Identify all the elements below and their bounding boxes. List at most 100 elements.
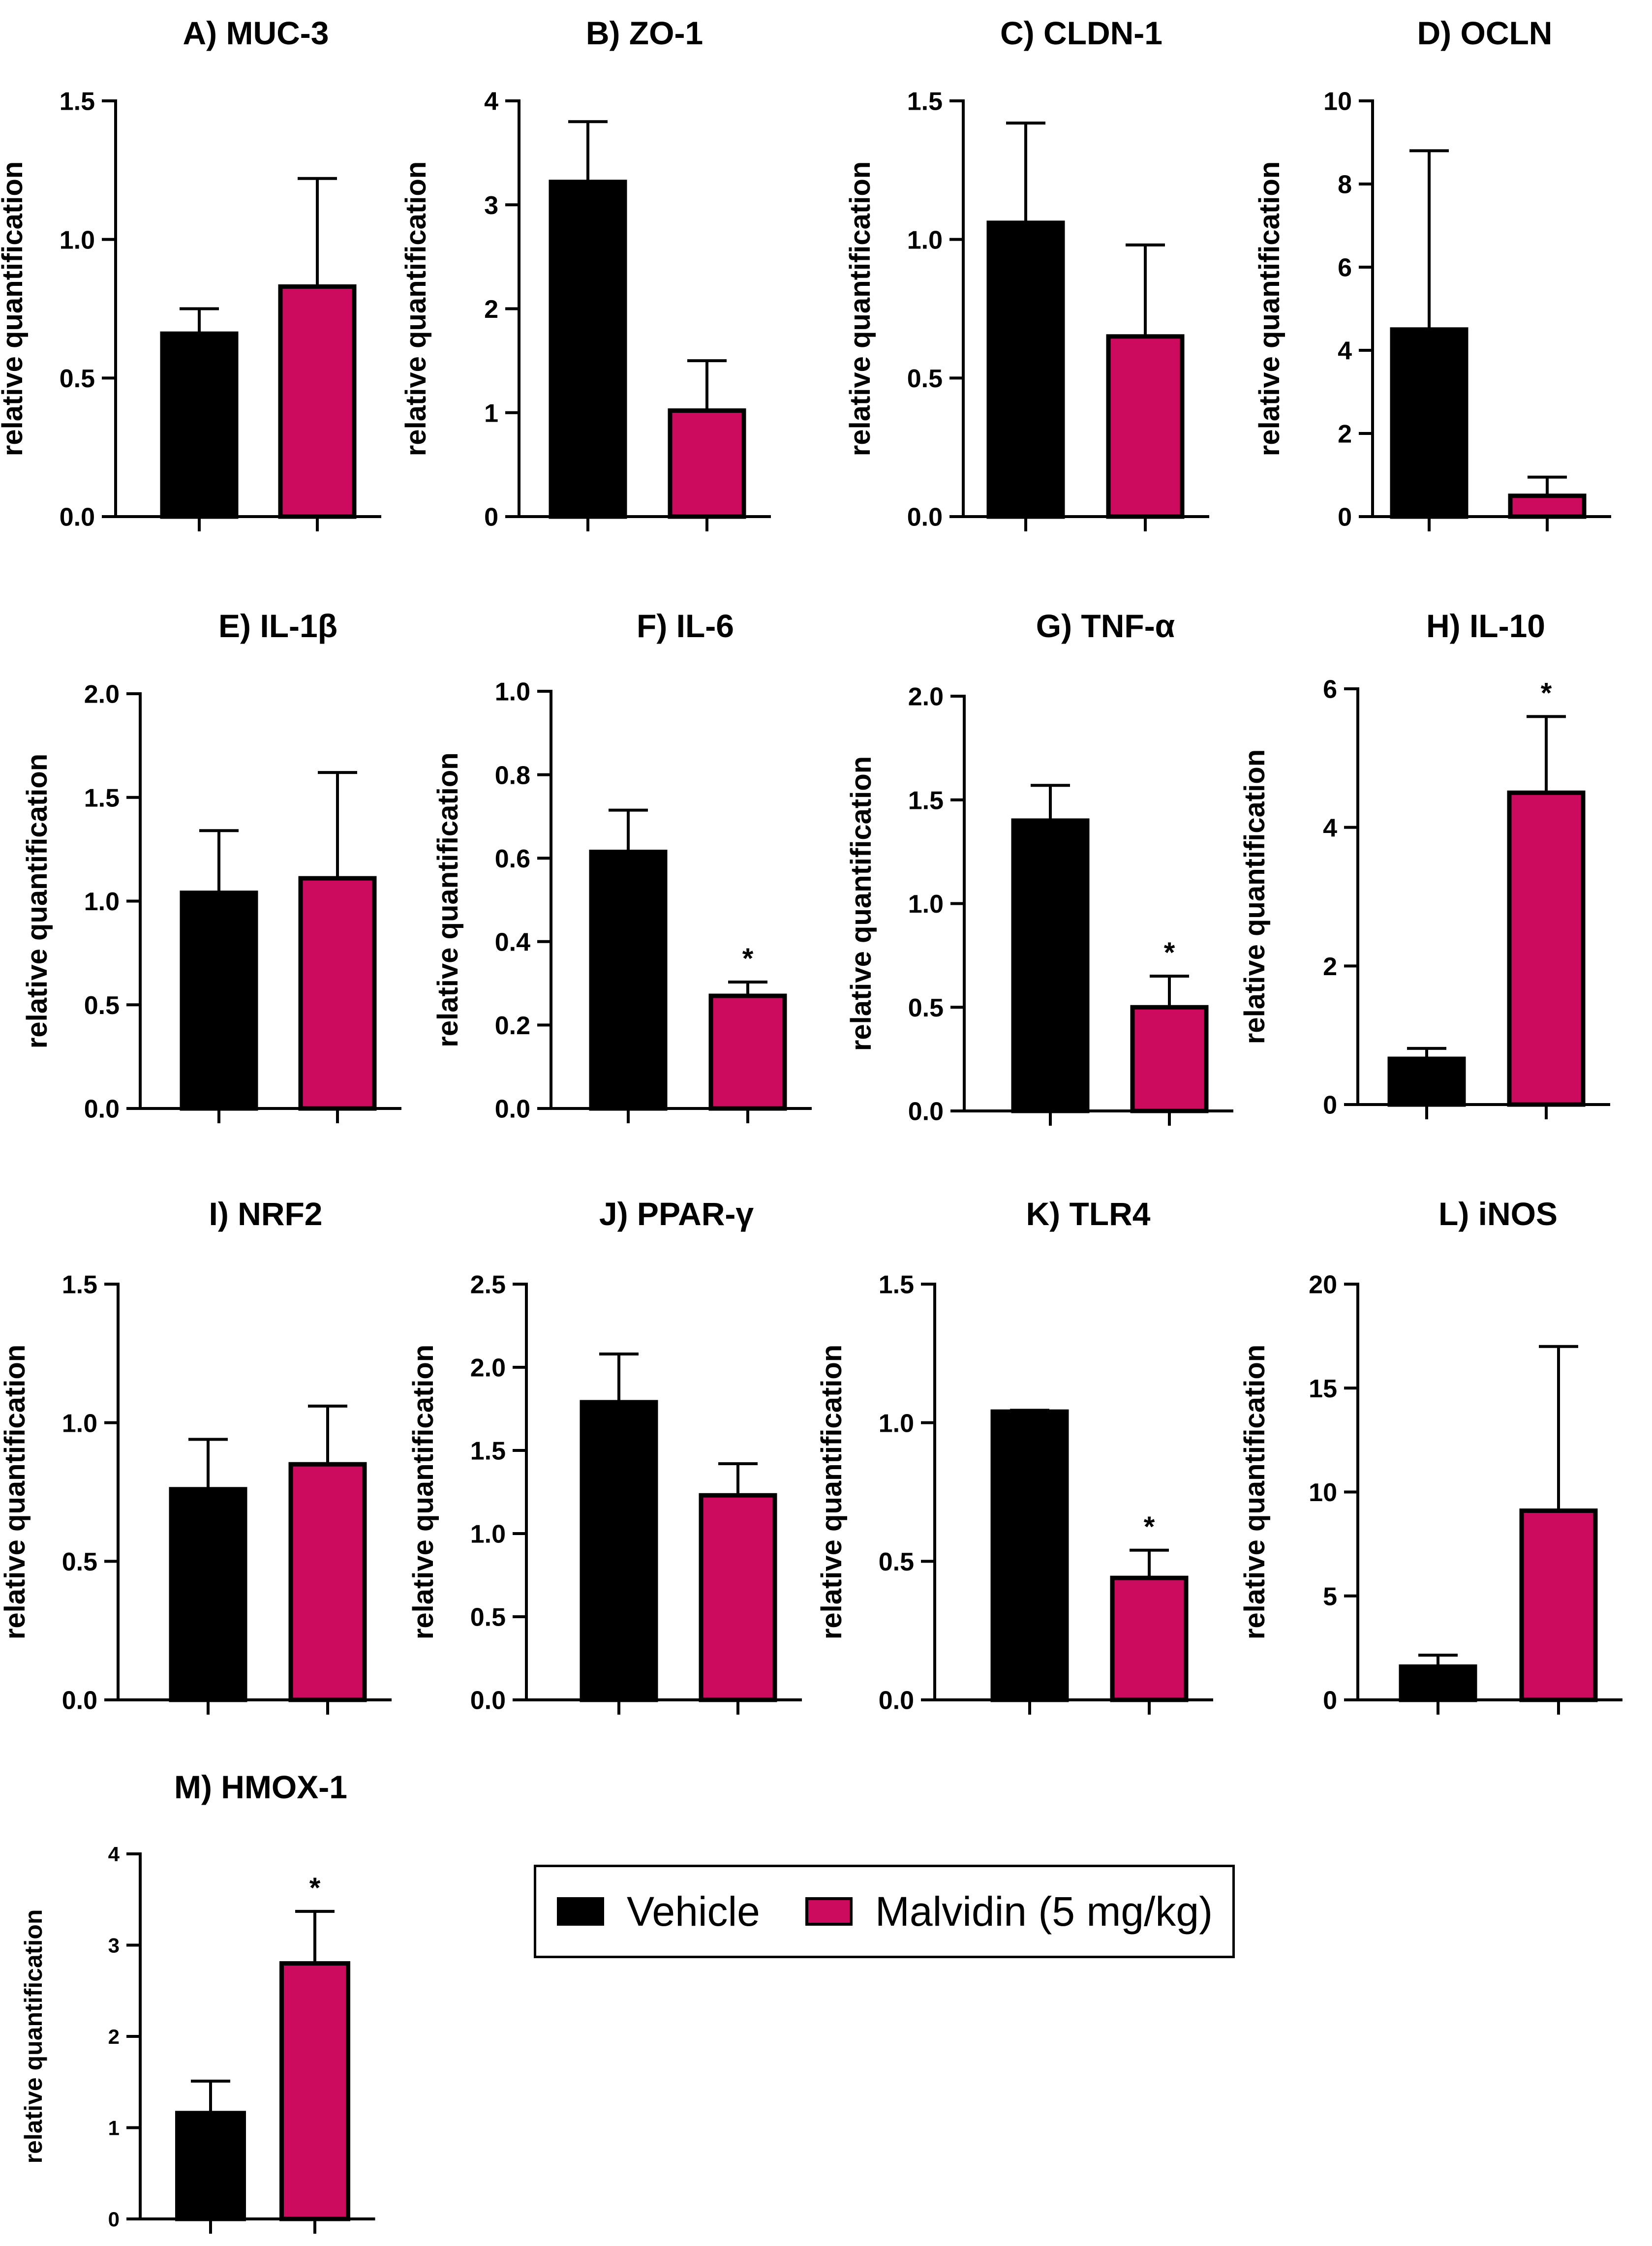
y-axis-label: relative quantification — [1254, 161, 1285, 456]
y-tick-label: 1.0 — [84, 888, 120, 916]
y-axis-label: relative quantification — [400, 161, 432, 456]
y-tick-label: 0.5 — [907, 365, 943, 393]
y-tick-label: 1.0 — [60, 226, 95, 254]
y-tick-label: 1.5 — [470, 1437, 506, 1466]
bar-malvidin — [1110, 1575, 1189, 1702]
y-tick-label: 0.0 — [60, 503, 95, 532]
y-tick-label: 4 — [1338, 337, 1352, 366]
bar-vehicle — [580, 1400, 658, 1702]
panel-title: C) CLDN-1 — [1000, 15, 1163, 51]
bar-vehicle — [160, 331, 239, 519]
chart-panel-8: H) IL-10 relative quantification * 0 2 4 6 — [1239, 608, 1610, 1120]
panel-title: L) iNOS — [1438, 1196, 1558, 1232]
bar-malvidin — [699, 1493, 777, 1702]
chart-panel-5: E) IL-1β relative quantification 0.0 0.5 1.0… — [21, 608, 401, 1124]
y-tick-label: 1 — [484, 399, 498, 428]
bar-malvidin — [1519, 1508, 1598, 1702]
y-tick-label: 2.0 — [908, 683, 944, 711]
bar-malvidin — [1508, 493, 1587, 519]
panel-title: I) NRF2 — [209, 1196, 323, 1232]
y-tick-label: 0.6 — [495, 845, 530, 873]
y-tick-label: 0.5 — [470, 1603, 506, 1632]
bar-vehicle — [175, 2111, 246, 2221]
y-tick-label: 1.5 — [62, 1271, 97, 1299]
y-tick-label: 0.0 — [470, 1687, 506, 1715]
y-tick-label: 0 — [108, 2208, 120, 2231]
y-axis-label: relative quantification — [432, 752, 464, 1047]
y-tick-label: 4 — [1323, 814, 1337, 842]
y-tick-label: 0.5 — [60, 365, 95, 393]
bar-malvidin — [298, 876, 377, 1111]
panel-title: J) PPAR-γ — [599, 1196, 754, 1232]
y-tick-label: 1.5 — [60, 88, 95, 116]
y-tick-label: 1.5 — [84, 784, 120, 812]
y-tick-label: 1.0 — [62, 1409, 97, 1438]
y-tick-label: 0.0 — [84, 1095, 120, 1124]
chart-panel-3: C) CLDN-1 relative quantification 0.0 0.5 1.… — [844, 15, 1209, 532]
chart-panel-2: B) ZO-1 relative quantification 0 1 2 3 4 — [400, 15, 771, 532]
chart-panel-13: M) HMOX-1 relative quantification * 0 1 2 3 4 — [20, 1769, 375, 2234]
y-tick-label: 0.0 — [907, 503, 943, 532]
chart-panel-11: K) TLR4 relative quantification * 0.0 0.5 1.0… — [816, 1196, 1213, 1715]
y-tick-label: 2.5 — [470, 1271, 506, 1299]
bar-vehicle — [549, 180, 627, 519]
panel-title: M) HMOX-1 — [174, 1769, 347, 1805]
y-tick-label: 0.0 — [62, 1687, 97, 1715]
y-tick-label: 0.8 — [495, 761, 530, 790]
y-tick-label: 1.0 — [908, 890, 944, 919]
chart-panel-1: A) MUC-3 relative quantification 0.0 0.5 1.0… — [0, 15, 381, 532]
legend-swatch-vehicle — [557, 1897, 604, 1926]
y-axis-label: relative quantification — [0, 161, 29, 456]
y-axis-label: relative quantification — [20, 1909, 47, 2164]
bar-vehicle — [169, 1487, 247, 1702]
bar-vehicle — [1387, 1056, 1466, 1107]
y-tick-label: 2 — [484, 295, 498, 324]
significance-marker: * — [1144, 1511, 1155, 1543]
y-tick-label: 1.5 — [908, 786, 944, 815]
y-tick-label: 5 — [1323, 1582, 1337, 1611]
significance-marker: * — [309, 1872, 321, 1904]
y-tick-label: 10 — [1309, 1478, 1337, 1507]
bar-malvidin — [1507, 790, 1586, 1107]
y-tick-label: 20 — [1309, 1271, 1337, 1299]
bar-vehicle — [180, 891, 258, 1111]
bar-malvidin — [708, 993, 787, 1111]
y-tick-label: 0.2 — [495, 1012, 530, 1040]
chart-panel-7: G) TNF-α relative quantification * 0.0 0.5 1.… — [845, 608, 1233, 1126]
y-tick-label: 1.0 — [495, 678, 530, 707]
y-tick-label: 6 — [1323, 676, 1337, 704]
y-tick-label: 2 — [1338, 420, 1352, 449]
chart-panel-6: F) IL-6 relative quantification * 0.0 0.2 0.4… — [432, 608, 812, 1124]
y-tick-label: 4 — [108, 1843, 120, 1866]
y-tick-label: 1 — [108, 2117, 120, 2140]
y-tick-label: 10 — [1323, 88, 1352, 116]
y-tick-label: 1.0 — [907, 226, 943, 254]
y-tick-label: 0.5 — [908, 994, 944, 1022]
y-tick-label: 0.5 — [84, 991, 120, 1020]
bar-vehicle — [990, 1409, 1069, 1702]
y-tick-label: 3 — [484, 191, 498, 220]
bar-vehicle — [1390, 327, 1468, 519]
bar-malvidin — [279, 1961, 350, 2221]
bar-malvidin — [668, 408, 746, 519]
y-tick-label: 0 — [484, 503, 498, 532]
legend-swatch-malvidin — [805, 1897, 853, 1926]
y-tick-label: 2.0 — [84, 680, 120, 709]
y-tick-label: 15 — [1309, 1375, 1337, 1403]
bar-malvidin — [1106, 334, 1185, 519]
y-axis-label: relative quantification — [1239, 749, 1271, 1044]
y-tick-label: 2 — [108, 2025, 120, 2048]
y-axis-label: relative quantification — [844, 161, 876, 456]
chart-panel-12: L) iNOS relative quantification 0 5 10 15 20 — [1239, 1196, 1622, 1715]
y-tick-label: 1.0 — [879, 1409, 914, 1438]
y-tick-label: 2.0 — [470, 1354, 506, 1383]
y-tick-label: 0 — [1323, 1687, 1337, 1715]
panel-title: G) TNF-α — [1036, 608, 1175, 644]
bar-vehicle — [589, 849, 668, 1111]
bar-malvidin — [288, 1462, 367, 1702]
y-tick-label: 1.5 — [907, 88, 943, 116]
y-tick-label: 0 — [1338, 503, 1352, 532]
y-axis-label: relative quantification — [0, 1345, 31, 1639]
y-tick-label: 0.0 — [495, 1095, 530, 1124]
